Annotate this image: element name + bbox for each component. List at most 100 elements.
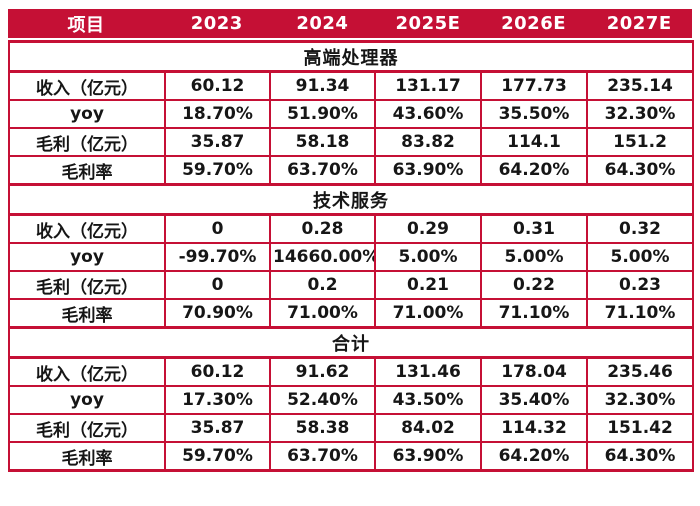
row-label: 收入（亿元）: [8, 356, 166, 387]
value-cell: 0.28: [269, 213, 376, 244]
value-cell: 114.1: [480, 127, 588, 157]
value-cell: 71.10%: [480, 298, 588, 329]
value-cell: 84.02: [374, 413, 482, 443]
value-cell: 83.82: [374, 127, 482, 157]
row-label: 收入（亿元）: [8, 213, 166, 244]
value-cell: 63.70%: [269, 441, 376, 472]
value-cell: 71.10%: [585, 298, 695, 329]
value-cell: 17.30%: [164, 385, 271, 415]
row-label: 毛利（亿元）: [8, 413, 166, 443]
value-cell: 5.00%: [480, 242, 588, 272]
table-row: yoy -99.70% 14660.00% 5.00% 5.00% 5.00%: [8, 242, 695, 272]
section-title: 合计: [7, 326, 695, 359]
value-cell: 235.46: [585, 356, 695, 387]
header-cell-item: 项目: [67, 14, 105, 36]
value-cell: 0.31: [480, 213, 588, 244]
value-cell: 18.70%: [164, 99, 271, 129]
value-cell: 59.70%: [164, 155, 271, 186]
row-label: 毛利（亿元）: [8, 270, 166, 300]
table-row: 毛利（亿元） 0 0.2 0.21 0.22 0.23: [8, 270, 695, 300]
value-cell: 58.38: [269, 413, 376, 443]
row-label: 收入（亿元）: [8, 70, 166, 101]
value-cell: 35.87: [164, 127, 271, 157]
value-cell: 71.00%: [374, 298, 482, 329]
table-row: 毛利率 59.70% 63.70% 63.90% 64.20% 64.30%: [8, 441, 695, 472]
value-cell: 151.2: [585, 127, 695, 157]
value-cell: 63.90%: [374, 441, 482, 472]
row-label: 毛利率: [8, 298, 166, 329]
value-cell: 5.00%: [374, 242, 482, 272]
value-cell: 64.20%: [480, 155, 588, 186]
value-cell: -99.70%: [164, 242, 271, 272]
table-row: 收入（亿元） 60.12 91.62 131.46 178.04 235.46: [8, 356, 695, 387]
section-title: 高端处理器: [7, 40, 695, 73]
value-cell: 60.12: [164, 356, 271, 387]
header-cell-2024: 2024: [296, 13, 349, 34]
row-label: yoy: [8, 242, 166, 272]
table-row: yoy 18.70% 51.90% 43.60% 35.50% 32.30%: [8, 99, 695, 129]
value-cell: 91.62: [269, 356, 376, 387]
row-label: 毛利率: [8, 155, 166, 186]
value-cell: 70.90%: [164, 298, 271, 329]
value-cell: 58.18: [269, 127, 376, 157]
table-row: 毛利（亿元） 35.87 58.38 84.02 114.32 151.42: [8, 413, 695, 443]
value-cell: 64.30%: [585, 441, 695, 472]
row-label: yoy: [8, 385, 166, 415]
forecast-data-table: 高端处理器 收入（亿元） 60.12 91.34 131.17 177.73 235.14 y…: [7, 40, 695, 472]
value-cell: 43.50%: [374, 385, 482, 415]
value-cell: 114.32: [480, 413, 588, 443]
header-cell-2026e: 2026E: [501, 13, 567, 34]
value-cell: 35.50%: [480, 99, 588, 129]
table-body: 高端处理器 收入（亿元） 60.12 91.34 131.17 177.73 235.14 y…: [7, 40, 695, 472]
table-container: 项目 2023 2024 2025E 2026E 2027E 高端处理器 收入（亿…: [7, 9, 695, 472]
value-cell: 32.30%: [585, 385, 695, 415]
value-cell: 60.12: [164, 70, 271, 101]
value-cell: 59.70%: [164, 441, 271, 472]
value-cell: 0.23: [585, 270, 695, 300]
value-cell: 64.20%: [480, 441, 588, 472]
value-cell: 0: [164, 213, 271, 244]
value-cell: 0: [164, 270, 271, 300]
value-cell: 91.34: [269, 70, 376, 101]
value-cell: 235.14: [585, 70, 695, 101]
table-row: yoy 17.30% 52.40% 43.50% 35.40% 32.30%: [8, 385, 695, 415]
table-row: 收入（亿元） 60.12 91.34 131.17 177.73 235.14: [8, 70, 695, 101]
row-label: yoy: [8, 99, 166, 129]
value-cell: 52.40%: [269, 385, 376, 415]
table-row: 毛利（亿元） 35.87 58.18 83.82 114.1 151.2: [8, 127, 695, 157]
value-cell: 0.2: [269, 270, 376, 300]
row-label: 毛利率: [8, 441, 166, 472]
value-cell: 35.40%: [480, 385, 588, 415]
value-cell: 5.00%: [585, 242, 695, 272]
header-cell-2023: 2023: [190, 13, 243, 34]
value-cell: 177.73: [480, 70, 588, 101]
value-cell: 71.00%: [269, 298, 376, 329]
value-cell: 0.21: [374, 270, 482, 300]
value-cell: 32.30%: [585, 99, 695, 129]
value-cell: 64.30%: [585, 155, 695, 186]
value-cell: 63.70%: [269, 155, 376, 186]
header-cell-2027e: 2027E: [606, 13, 672, 34]
section-title-row: 高端处理器: [7, 40, 695, 73]
table-row: 收入（亿元） 0 0.28 0.29 0.31 0.32: [8, 213, 695, 244]
value-cell: 14660.00%: [269, 242, 376, 272]
value-cell: 51.90%: [269, 99, 376, 129]
value-cell: 151.42: [585, 413, 695, 443]
row-label: 毛利（亿元）: [8, 127, 166, 157]
section-title-row: 技术服务: [7, 183, 695, 216]
table-row: 毛利率 70.90% 71.00% 71.00% 71.10% 71.10%: [8, 298, 695, 329]
value-cell: 0.32: [585, 213, 695, 244]
value-cell: 63.90%: [374, 155, 482, 186]
table-row: 毛利率 59.70% 63.70% 63.90% 64.20% 64.30%: [8, 155, 695, 186]
value-cell: 35.87: [164, 413, 271, 443]
section-title: 技术服务: [7, 183, 695, 216]
value-cell: 178.04: [480, 356, 588, 387]
value-cell: 43.60%: [374, 99, 482, 129]
value-cell: 0.29: [374, 213, 482, 244]
table-header-row: 项目 2023 2024 2025E 2026E 2027E: [8, 9, 692, 38]
section-title-row: 合计: [7, 326, 695, 359]
value-cell: 131.46: [374, 356, 482, 387]
value-cell: 0.22: [480, 270, 588, 300]
header-cell-2025e: 2025E: [395, 13, 461, 34]
